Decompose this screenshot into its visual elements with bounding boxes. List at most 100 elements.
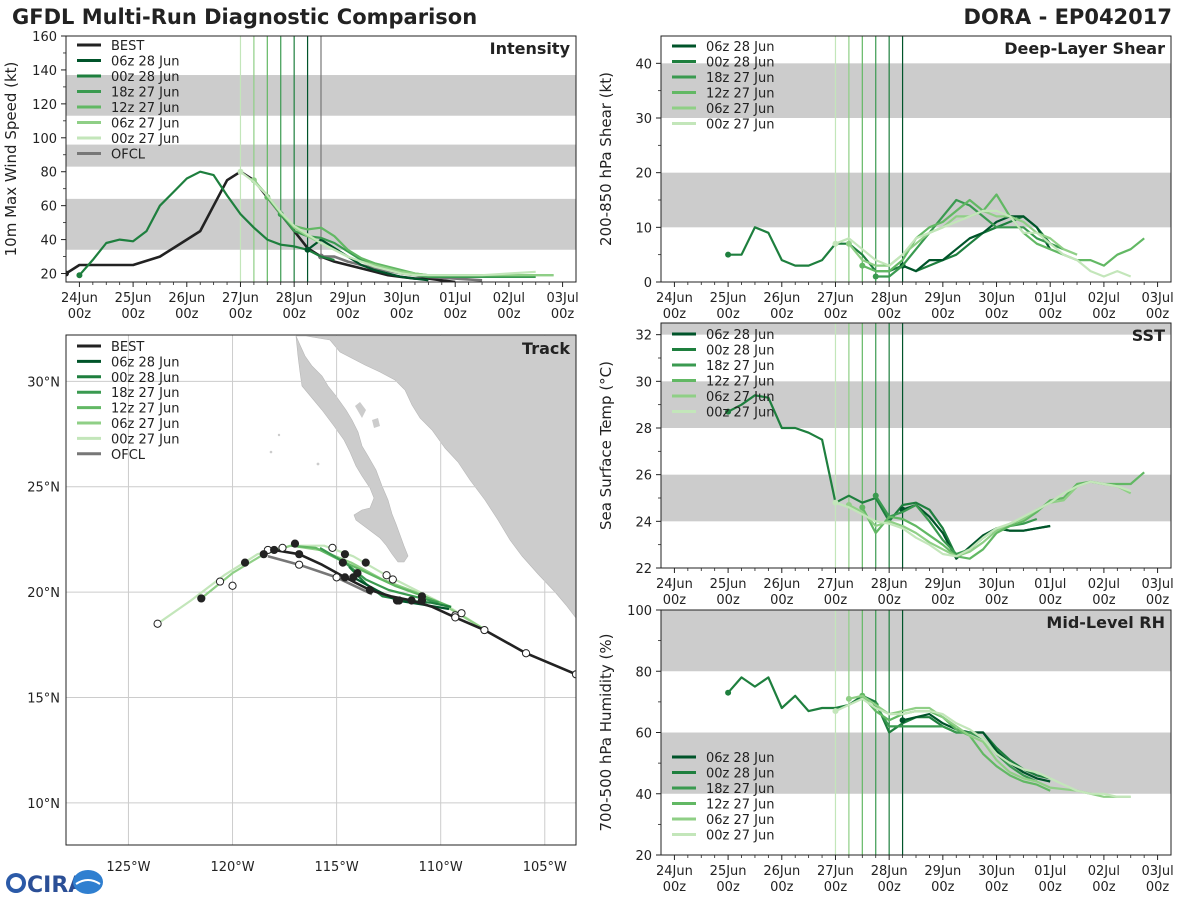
x-tick-hour-label: 00z bbox=[931, 307, 955, 322]
x-tick-day-label: 28Jun bbox=[276, 291, 313, 306]
legend-label-ofcl: OFCL bbox=[111, 448, 146, 463]
series-line-06z-28-jun bbox=[902, 215, 1052, 273]
track-marker-12z-27-jun bbox=[338, 558, 347, 567]
x-tick-hour-label: 00z bbox=[663, 593, 687, 608]
track-lon-label: 120°W bbox=[210, 860, 254, 875]
x-tick-hour-label: 00z bbox=[1146, 593, 1170, 608]
storm-id: DORA - EP042017 bbox=[963, 5, 1172, 29]
series-line-00z-27-jun bbox=[835, 209, 1132, 278]
x-tick-day-label: 27Jun bbox=[817, 291, 854, 306]
x-tick-day-label: 02Jul bbox=[1088, 291, 1120, 306]
init-point-00z-27-jun bbox=[832, 708, 839, 715]
legend-label-12z-27-jun: 12z 27 Jun bbox=[706, 798, 775, 813]
x-tick-hour-label: 00z bbox=[824, 307, 848, 322]
track-marker-best bbox=[480, 625, 489, 635]
x-tick-day-label: 28Jun bbox=[871, 864, 908, 879]
legend-label-ofcl: OFCL bbox=[111, 148, 146, 163]
y-tick-label: 80 bbox=[635, 665, 652, 680]
x-tick-hour-label: 00z bbox=[1146, 880, 1170, 895]
x-tick-day-label: 26Jun bbox=[763, 577, 800, 592]
track-lon-label: 105°W bbox=[523, 860, 567, 875]
init-point-00z-27-jun bbox=[832, 240, 839, 247]
track-marker-00z-27-jun bbox=[215, 577, 225, 586]
x-tick-day-label: 01Jul bbox=[1034, 864, 1066, 879]
legend-label-06z-27-jun: 06z 27 Jun bbox=[111, 417, 180, 432]
y-tick-label: 28 bbox=[635, 422, 652, 437]
legend-label-00z-28-jun: 00z 28 Jun bbox=[706, 56, 775, 71]
series-line-18z-27-jun bbox=[874, 704, 1038, 783]
x-tick-day-label: 27Jun bbox=[222, 291, 259, 306]
track-marker-best bbox=[340, 573, 350, 582]
y-tick-label: 40 bbox=[635, 788, 652, 803]
track-line-ofcl bbox=[267, 555, 373, 596]
init-point-18z-27-jun bbox=[872, 273, 879, 280]
series-line-18z-27-jun bbox=[875, 198, 1065, 278]
x-tick-hour-label: 00z bbox=[444, 307, 468, 322]
x-tick-day-label: 25Jun bbox=[710, 864, 747, 879]
y-axis-label: 200-850 hPa Shear (kt) bbox=[597, 72, 615, 246]
sst-panel: 22242628303224Jun00z25Jun00z26Jun00z27Ju… bbox=[597, 322, 1174, 608]
track-marker-00z-27-jun bbox=[228, 581, 237, 590]
y-tick-label: 60 bbox=[40, 200, 57, 215]
track-marker-best bbox=[270, 545, 279, 555]
series-line-06z-28-jun bbox=[902, 712, 1051, 783]
track-marker-00z-27-jun bbox=[382, 571, 391, 580]
legend-label-best: BEST bbox=[111, 39, 144, 54]
shading-band bbox=[661, 732, 1171, 794]
shear-panel: 01020304024Jun00z25Jun00z26Jun00z27Jun00… bbox=[597, 35, 1174, 322]
legend-label-00z-27-jun: 00z 27 Jun bbox=[111, 132, 180, 147]
x-tick-hour-label: 00z bbox=[877, 593, 901, 608]
track-marker-06z-28-jun bbox=[349, 573, 358, 582]
x-tick-hour-label: 00z bbox=[985, 880, 1009, 895]
x-tick-hour-label: 00z bbox=[336, 307, 360, 322]
x-tick-day-label: 03Jul bbox=[546, 291, 578, 306]
track-line-06z-27-jun bbox=[200, 544, 483, 629]
track-marker-06z-28-jun bbox=[417, 596, 427, 605]
x-tick-day-label: 02Jul bbox=[493, 291, 525, 306]
track-marker-06z-27-jun bbox=[240, 558, 250, 567]
init-point-00z-28-jun bbox=[725, 251, 732, 258]
track-marker-06z-27-jun bbox=[340, 550, 350, 559]
x-tick-hour-label: 00z bbox=[175, 307, 199, 322]
x-tick-hour-label: 00z bbox=[1092, 880, 1116, 895]
series-line-ofcl bbox=[321, 255, 483, 282]
x-tick-day-label: 24Jun bbox=[656, 291, 693, 306]
init-point-06z-27-jun bbox=[845, 240, 852, 247]
y-tick-label: 100 bbox=[627, 604, 652, 619]
y-tick-label: 0 bbox=[644, 276, 652, 291]
x-tick-day-label: 25Jun bbox=[710, 291, 747, 306]
x-tick-hour-label: 00z bbox=[824, 880, 848, 895]
x-tick-day-label: 24Jun bbox=[61, 291, 98, 306]
series-line-00z-27-jun bbox=[835, 480, 1132, 558]
track-line-12z-27-jun bbox=[290, 544, 452, 608]
x-tick-hour-label: 00z bbox=[877, 307, 901, 322]
init-point-00z-27-jun bbox=[237, 168, 244, 175]
track-marker-best bbox=[571, 670, 576, 679]
track-lon-label: 125°W bbox=[106, 860, 150, 875]
shading-band bbox=[661, 172, 1171, 228]
x-tick-day-label: 30Jun bbox=[383, 291, 420, 306]
x-tick-day-label: 02Jul bbox=[1088, 577, 1120, 592]
y-tick-label: 160 bbox=[32, 30, 57, 45]
x-tick-hour-label: 00z bbox=[390, 307, 414, 322]
rh-panel: 2040608010024Jun00z25Jun00z26Jun00z27Jun… bbox=[597, 604, 1174, 895]
x-tick-hour-label: 00z bbox=[1039, 307, 1063, 322]
series-line-12z-27-jun bbox=[861, 695, 1051, 792]
land-island-small bbox=[277, 433, 281, 437]
x-tick-day-label: 02Jul bbox=[1088, 864, 1120, 879]
x-tick-hour-label: 00z bbox=[229, 307, 253, 322]
legend-label-00z-27-jun: 00z 27 Jun bbox=[706, 829, 775, 844]
x-tick-hour-label: 00z bbox=[1039, 593, 1063, 608]
x-tick-hour-label: 00z bbox=[1092, 593, 1116, 608]
y-tick-label: 40 bbox=[635, 57, 652, 72]
x-tick-day-label: 30Jun bbox=[978, 291, 1015, 306]
init-point-00z-28-jun bbox=[76, 272, 83, 279]
x-tick-day-label: 29Jun bbox=[924, 864, 961, 879]
track-line-00z-27-jun bbox=[156, 544, 483, 629]
track-lat-label: 10°N bbox=[27, 797, 60, 812]
plot-area bbox=[661, 610, 1171, 855]
track-marker-06z-27-jun bbox=[197, 594, 206, 603]
legend-label-06z-28-jun: 06z 28 Jun bbox=[111, 55, 180, 70]
series-line-06z-28-jun bbox=[306, 238, 429, 282]
